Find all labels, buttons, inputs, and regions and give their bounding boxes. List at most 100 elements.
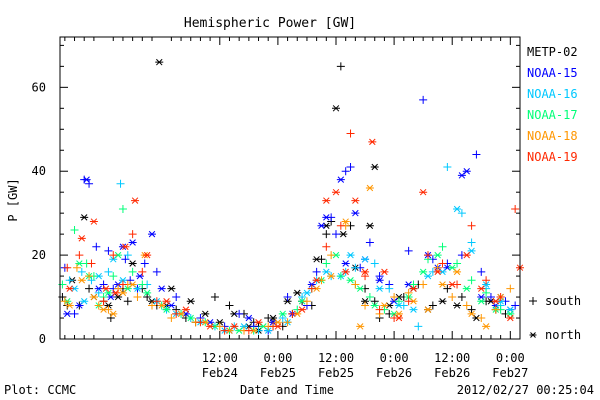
metp-02-north-point (283, 298, 292, 305)
noaa-19-north-point (102, 285, 110, 292)
noaa-17-north-point (143, 289, 152, 297)
noaa-19-south-point (322, 242, 331, 251)
noaa-16-south-point (65, 276, 74, 285)
noaa-15-north-point (317, 222, 326, 229)
metp-02-north-point (155, 58, 164, 66)
noaa-18-south-point (94, 301, 103, 310)
noaa-18-north-point (341, 218, 350, 225)
noaa-18-south-point (462, 301, 471, 310)
noaa-19-south-point (128, 230, 137, 239)
noaa-19-north-point (111, 289, 120, 297)
noaa-19-south-point (336, 221, 345, 230)
noaa-17-south-point (467, 276, 476, 285)
noaa-17-north-point (346, 277, 355, 284)
noaa-19-north-point (230, 323, 239, 330)
noaa-19-south-point (361, 272, 370, 281)
y-axis-ticks: 0 20 40 60 (32, 44, 520, 346)
noaa-18-south-point (448, 293, 457, 302)
metp-02-south-point (85, 284, 94, 293)
noaa-19-south-point (75, 251, 84, 260)
noaa-19-south-point (244, 326, 253, 335)
noaa-19-south-point (424, 251, 432, 260)
noaa-15-north-point (157, 285, 166, 292)
noaa-15-south-point (172, 293, 181, 302)
noaa-19-north-point (448, 281, 457, 288)
noaa-19-north-point (433, 268, 442, 276)
noaa-18-north-point (77, 277, 86, 284)
noaa-18-south-point (283, 318, 292, 327)
metp-02-south-point (457, 293, 466, 302)
noaa-19-north-point (506, 314, 515, 322)
noaa-15-south-point (104, 246, 113, 255)
noaa-19-north-point (162, 298, 171, 305)
noaa-19-south-point (196, 318, 205, 327)
marker-legend: south north (529, 294, 581, 342)
legend-entry: METP-02 (527, 45, 578, 59)
noaa-18-south-point (85, 272, 94, 281)
noaa-15-north-point (351, 209, 360, 217)
noaa-17-south-point (138, 280, 147, 289)
noaa-19-north-point (206, 323, 215, 330)
metp-02-north-point (370, 163, 379, 171)
x-axis-ticks: 12:00Feb240:00Feb2512:00Feb250:00Feb2612… (64, 37, 528, 380)
metp-02-north-point (339, 230, 348, 238)
noaa-18-south-point (327, 251, 336, 260)
noaa-18-south-point (215, 322, 224, 331)
noaa-15-south-point (140, 259, 149, 268)
noaa-16-south-point (457, 209, 466, 218)
noaa-16-south-point (443, 163, 452, 172)
noaa-17-north-point (75, 260, 84, 267)
noaa-15-north-point (135, 272, 144, 280)
metp-02-north-point (128, 260, 137, 267)
noaa-19-south-point (109, 251, 118, 260)
noaa-16-north-point (80, 298, 89, 305)
noaa-17-north-point (278, 310, 287, 318)
noaa-15-north-point (63, 310, 72, 318)
x-tick-label-time: 12:00 (202, 351, 238, 365)
metp-02-north-point (438, 298, 447, 305)
noaa-19-north-point (491, 298, 500, 305)
metp-02-south-point (322, 230, 331, 239)
noaa-19-south-point (99, 297, 108, 306)
noaa-17-north-point (433, 251, 442, 259)
noaa-19-south-point (138, 267, 147, 276)
legend-entry: NOAA-17 (527, 108, 578, 122)
noaa-19-south-point (63, 263, 72, 272)
metp-02-north-point (167, 285, 176, 292)
noaa-16-north-point (346, 251, 355, 259)
y-tick-label: 60 (32, 80, 46, 94)
noaa-17-north-point (462, 285, 471, 292)
noaa-19-north-point (322, 197, 331, 204)
noaa-19-north-point (380, 268, 389, 276)
noaa-15-south-point (472, 150, 481, 159)
noaa-15-north-point (244, 314, 253, 322)
noaa-17-south-point (409, 280, 418, 289)
metp-02-north-point (365, 222, 374, 229)
legend-entry: NOAA-15 (527, 66, 578, 80)
chart-title: Hemispheric Power [GW] (184, 16, 356, 31)
noaa-19-north-point (409, 285, 418, 292)
x-tick-label-date: Feb26 (376, 366, 412, 380)
noaa-18-north-point (356, 323, 365, 330)
noaa-19-north-point (121, 243, 130, 250)
x-tick-label-date: Feb26 (434, 366, 470, 380)
noaa-19-south-point (288, 309, 297, 318)
noaa-16-south-point (87, 276, 96, 285)
noaa-18-south-point (477, 314, 486, 323)
metp-02-south-point (370, 297, 379, 306)
noaa-19-south-point (375, 305, 384, 314)
noaa-16-south-point (123, 251, 132, 260)
noaa-15-south-point (312, 267, 321, 276)
noaa-16-south-point (351, 263, 360, 272)
noaa-18-north-point (99, 306, 108, 313)
noaa-19-north-point (312, 277, 321, 284)
noaa-18-north-point (482, 323, 491, 330)
x-tick-label-time: 12:00 (318, 351, 354, 365)
noaa-15-south-point (92, 242, 101, 251)
noaa-18-south-point (351, 280, 360, 289)
noaa-18-north-point (438, 281, 447, 288)
noaa-19-south-point (404, 297, 413, 306)
x-axis-label: Date and Time (240, 383, 334, 397)
noaa-17-south-point (118, 204, 127, 213)
